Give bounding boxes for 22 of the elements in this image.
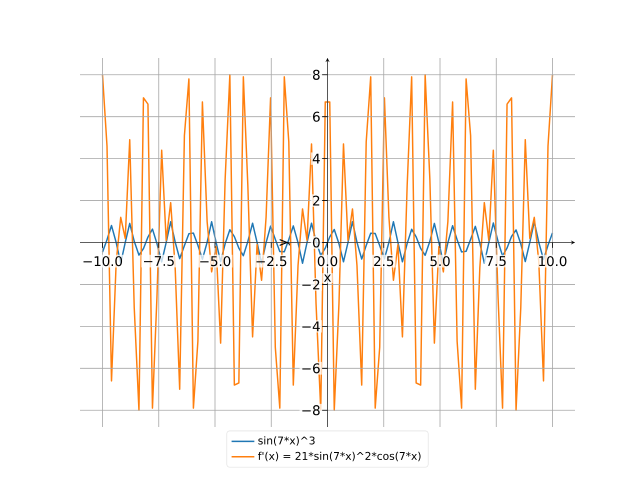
x-tick-label: −7.5 bbox=[144, 256, 174, 266]
y-tick-label: 4 bbox=[312, 154, 320, 164]
x-tick-label: −5.0 bbox=[200, 256, 230, 266]
y-tick-label: −6 bbox=[302, 363, 320, 374]
y-axis-title: y bbox=[280, 238, 290, 246]
y-tick-label: 6 bbox=[313, 112, 320, 122]
x-tick-label: 0.0 bbox=[318, 256, 338, 266]
legend-label: sin(7*x)^3 bbox=[258, 436, 315, 446]
x-axis-title: x bbox=[324, 274, 332, 282]
y-tick-label: −4 bbox=[302, 322, 320, 332]
y-tick-label: 0 bbox=[312, 237, 320, 248]
x-tick-label: 10.0 bbox=[539, 256, 566, 266]
y-tick-label: −2 bbox=[302, 279, 320, 290]
x-tick-label: 2.5 bbox=[374, 256, 394, 266]
x-tick-label: 5.0 bbox=[430, 256, 450, 266]
x-tick-label: −10.0 bbox=[83, 256, 122, 266]
x-tick-label: −2.5 bbox=[256, 256, 286, 266]
x-tick-label: 7.5 bbox=[486, 256, 506, 266]
y-tick-label: 8 bbox=[312, 70, 320, 80]
legend-label: f'(x) = 21*sin(7*x)^2*cos(7*x) bbox=[258, 452, 421, 462]
y-tick-label: −8 bbox=[302, 405, 320, 416]
y-tick-label: 2 bbox=[313, 196, 320, 206]
